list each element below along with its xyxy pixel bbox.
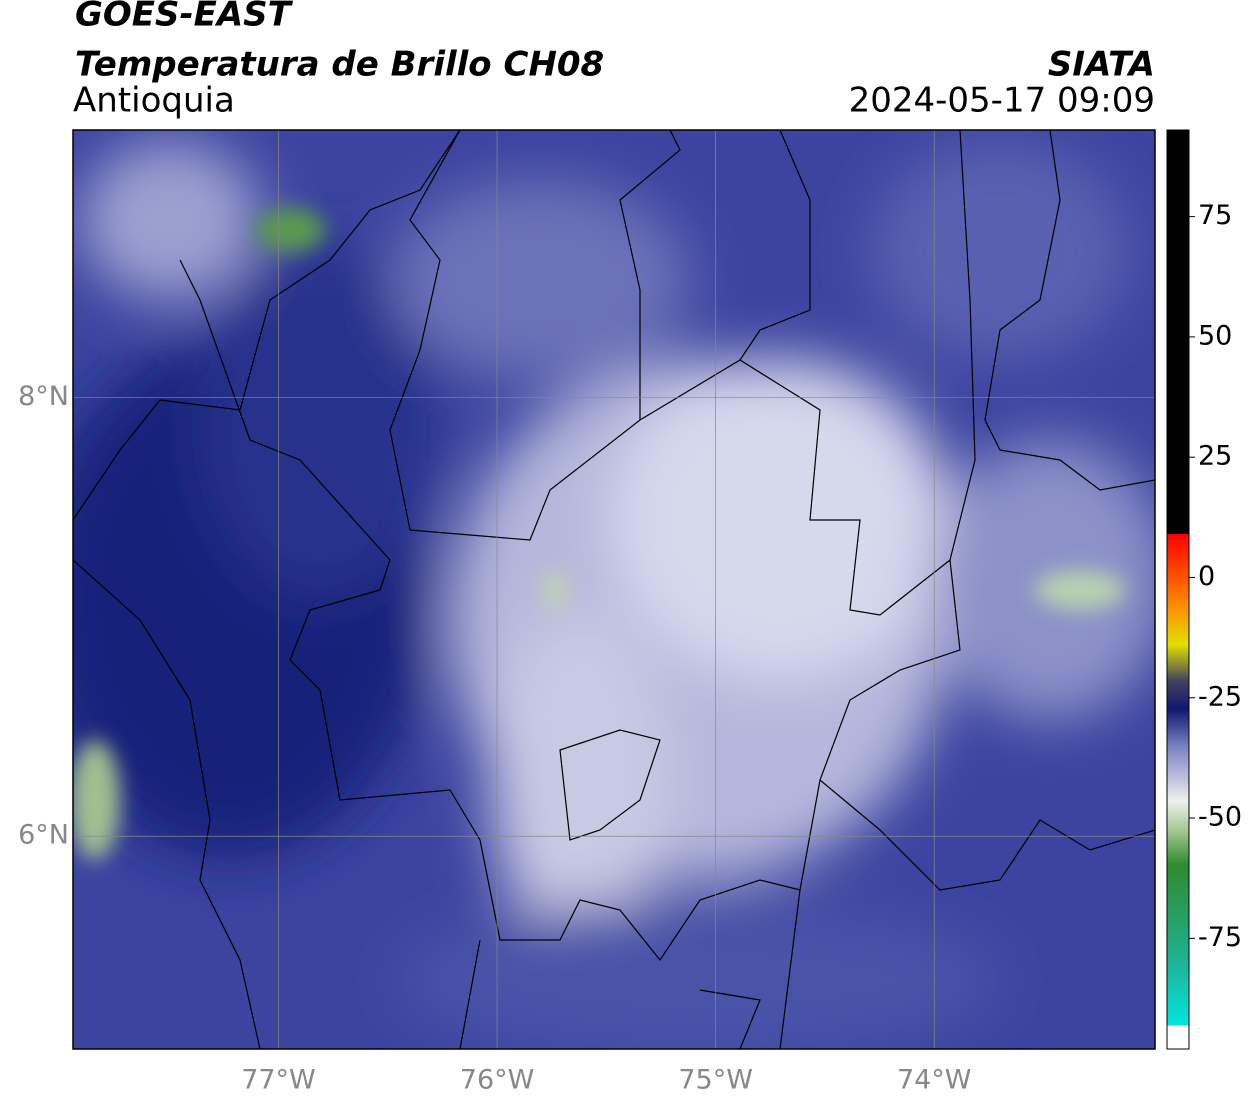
colorbar-tick-label: -75 <box>1198 922 1242 953</box>
colorbar <box>1166 129 1190 1050</box>
agency: SIATA <box>1048 45 1155 85</box>
satellite-image <box>73 130 1155 1049</box>
lon-tick-label: 77°W <box>241 1065 316 1096</box>
lon-tick-label: 75°W <box>678 1065 753 1096</box>
product-title: Temperatura de Brillo CH08 <box>75 45 604 85</box>
lat-tick-label: 8°N <box>18 381 69 412</box>
datetime: 2024-05-17 09:09 <box>849 81 1155 121</box>
lon-tick-label: 76°W <box>460 1065 535 1096</box>
colorbar-tick-label: 75 <box>1198 200 1232 231</box>
source-title: GOES-EAST <box>75 0 294 35</box>
colorbar-tick-label: 50 <box>1198 320 1232 351</box>
colorbar-tick-label: 25 <box>1198 441 1232 472</box>
lat-tick-label: 6°N <box>18 820 69 851</box>
colorbar-tick-label: -25 <box>1198 681 1242 712</box>
colorbar-tick-label: -50 <box>1198 802 1242 833</box>
region: Antioquia <box>73 81 235 121</box>
map-frame <box>72 129 1156 1050</box>
colorbar-tick-label: 0 <box>1198 561 1215 592</box>
lon-tick-label: 74°W <box>897 1065 972 1096</box>
